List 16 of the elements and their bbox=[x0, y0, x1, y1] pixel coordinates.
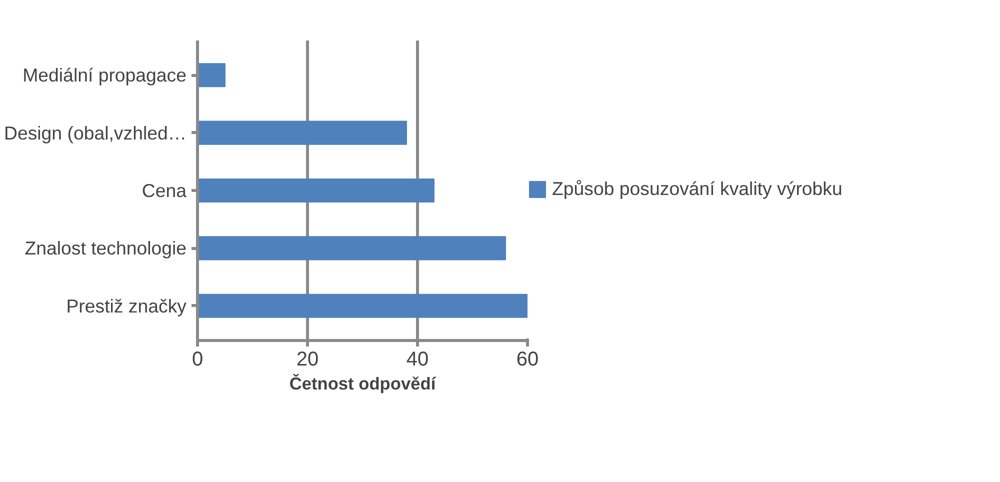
x-tick-label: 40 bbox=[406, 348, 429, 370]
y-tick-label: Znalost technologie bbox=[24, 238, 187, 259]
y-tick-label: Design (obal,vzhled… bbox=[4, 122, 187, 144]
bar bbox=[198, 294, 528, 318]
y-tick-label: Prestiž značky bbox=[66, 295, 188, 316]
x-axis-title: Četnost odpovědí bbox=[289, 374, 437, 394]
bar bbox=[198, 120, 407, 145]
legend-label: Způsob posuzování kvality výrobku bbox=[552, 178, 842, 200]
y-tick-label: Mediální propagace bbox=[22, 64, 187, 86]
bar bbox=[198, 236, 506, 260]
x-tick-label: 0 bbox=[192, 348, 204, 370]
x-tick-label: 20 bbox=[296, 348, 319, 370]
bar bbox=[198, 63, 226, 88]
x-tick-label: 60 bbox=[516, 348, 539, 370]
bar bbox=[198, 178, 434, 203]
y-tick-label: Cena bbox=[142, 180, 188, 201]
